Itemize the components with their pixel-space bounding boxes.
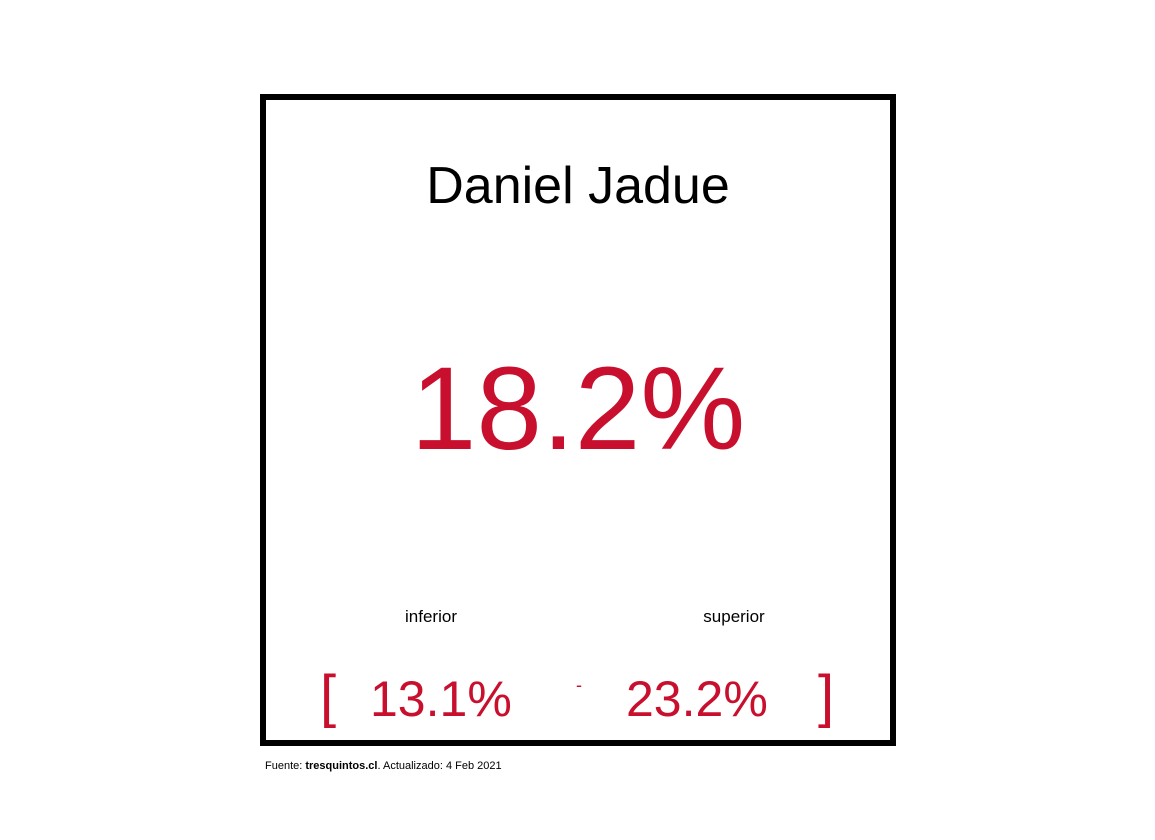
lower-bound-label: inferior [405, 607, 457, 626]
estimate-card: Daniel Jadue 18.2% inferior superior [ 1… [260, 94, 896, 746]
range-separator: - [576, 675, 582, 695]
candidate-name: Daniel Jadue [426, 157, 730, 215]
main-estimate-value: 18.2% [410, 343, 746, 475]
upper-bound-value: 23.2% [626, 671, 768, 727]
lower-bound-value: 13.1% [370, 671, 512, 727]
upper-bound-label: superior [703, 607, 765, 626]
source-footer: Fuente: tresquintos.cl. Actualizado: 4 F… [265, 760, 502, 772]
source-link: tresquintos.cl [305, 760, 378, 772]
close-bracket: ] [818, 664, 835, 729]
source-prefix: Fuente: [265, 760, 306, 772]
source-updated: . Actualizado: 4 Feb 2021 [377, 760, 502, 772]
open-bracket: [ [320, 664, 337, 729]
